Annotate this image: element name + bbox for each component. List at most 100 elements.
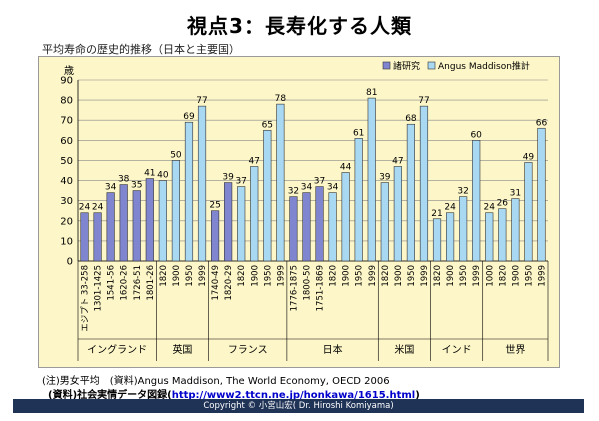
source-note: (注)男女平均 (資料)Angus Maddison, The World Ec… bbox=[42, 376, 390, 387]
data-label: 37 bbox=[235, 177, 246, 187]
x-tick-label: 1301-1425 bbox=[94, 265, 104, 311]
bar bbox=[406, 123, 416, 262]
source-note-2: (資料)社会実情データ図録(http://www2.ttcn.ne.jp/hon… bbox=[48, 386, 420, 401]
bar bbox=[171, 160, 181, 262]
x-tick-label: 1999 bbox=[198, 265, 208, 287]
data-label: 24 bbox=[444, 203, 456, 213]
data-label: 66 bbox=[536, 118, 548, 128]
y-tick-label: 70 bbox=[60, 116, 73, 127]
group-label: フランス bbox=[228, 344, 268, 356]
x-tick-label: 1900 bbox=[172, 265, 182, 287]
data-label: 24 bbox=[484, 203, 496, 213]
bar bbox=[224, 182, 233, 262]
bar bbox=[250, 166, 259, 262]
source-note-2-prefix: (資料)社会実情データ図録( bbox=[48, 390, 172, 401]
data-label: 26 bbox=[497, 199, 509, 209]
bar bbox=[537, 127, 546, 262]
data-label: 77 bbox=[196, 96, 207, 106]
data-label: 32 bbox=[288, 187, 299, 197]
data-label: 24 bbox=[92, 203, 104, 213]
x-tick-label: 1950 bbox=[355, 265, 365, 287]
bar bbox=[302, 192, 311, 262]
x-tick-label: 1900 bbox=[511, 265, 521, 287]
bar bbox=[80, 212, 89, 262]
legend-label: Angus Maddison推計 bbox=[438, 60, 530, 72]
bar bbox=[237, 186, 246, 262]
bar bbox=[158, 180, 167, 262]
y-tick-label: 40 bbox=[60, 176, 73, 187]
x-tick-label: 1541-56 bbox=[107, 265, 117, 301]
data-label: 81 bbox=[366, 88, 377, 98]
group-label: インド bbox=[442, 345, 472, 356]
x-tick-label: 1900 bbox=[394, 265, 404, 287]
bar bbox=[276, 103, 285, 262]
bar bbox=[93, 212, 102, 262]
bar bbox=[197, 105, 207, 262]
x-tick-label: 1820 bbox=[498, 265, 508, 287]
y-tick-label: 30 bbox=[60, 196, 73, 207]
data-label: 40 bbox=[157, 171, 169, 181]
data-label: 38 bbox=[118, 175, 130, 185]
y-tick-label: 60 bbox=[60, 136, 73, 147]
bar bbox=[354, 138, 363, 262]
data-label: 24 bbox=[79, 203, 91, 213]
y-tick-label: 90 bbox=[60, 76, 73, 87]
data-label: 50 bbox=[170, 150, 182, 160]
data-label: 25 bbox=[209, 201, 220, 211]
x-tick-label: 1950 bbox=[407, 265, 417, 287]
x-tick-label: 1999 bbox=[472, 265, 482, 287]
y-tick-label: 20 bbox=[60, 216, 73, 227]
bar bbox=[380, 182, 389, 262]
bar bbox=[472, 140, 481, 262]
x-tick-label: 1740-49 bbox=[211, 265, 221, 301]
data-label: 34 bbox=[327, 183, 339, 193]
bar bbox=[511, 198, 520, 262]
bar bbox=[445, 212, 455, 262]
data-label: 61 bbox=[353, 128, 364, 138]
data-label: 21 bbox=[431, 209, 442, 219]
x-tick-label: 1999 bbox=[276, 265, 286, 287]
data-label: 60 bbox=[470, 130, 482, 140]
x-tick-label: 1620-26 bbox=[120, 265, 130, 301]
x-tick-label: 1950 bbox=[459, 265, 469, 287]
data-label: 34 bbox=[301, 183, 313, 193]
x-tick-label: 1751-1869 bbox=[316, 265, 326, 311]
x-tick-label: 1820 bbox=[381, 265, 391, 287]
source-link[interactable]: http://www2.ttcn.ne.jp/honkawa/1615.html bbox=[171, 390, 416, 401]
y-tick-label: 80 bbox=[60, 96, 73, 107]
bar bbox=[419, 105, 429, 262]
x-tick-label: 1801-26 bbox=[146, 265, 156, 301]
bar bbox=[289, 196, 298, 262]
x-tick-label: 1999 bbox=[368, 265, 378, 287]
data-label: 34 bbox=[105, 183, 117, 193]
data-label: 68 bbox=[405, 114, 417, 124]
y-tick-label: 0 bbox=[67, 257, 73, 268]
chart-frame bbox=[38, 56, 560, 368]
x-tick-label: 1950 bbox=[524, 265, 534, 287]
x-tick-label: 1726-51 bbox=[133, 265, 143, 301]
bar bbox=[367, 97, 376, 262]
data-label: 37 bbox=[314, 177, 325, 187]
x-tick-label: 1900 bbox=[250, 265, 260, 287]
data-label: 39 bbox=[222, 173, 234, 183]
source-note-2-suffix: ) bbox=[415, 390, 420, 401]
data-label: 69 bbox=[183, 112, 195, 122]
y-axis-label: 歳 bbox=[64, 65, 74, 77]
x-tick-label: エジプト 33-258 bbox=[81, 265, 91, 332]
bar bbox=[328, 192, 337, 262]
x-tick-label: 1999 bbox=[420, 265, 430, 287]
group-label: 米国 bbox=[394, 343, 414, 356]
x-tick-label: 1800-50 bbox=[302, 265, 312, 301]
x-tick-label: 1999 bbox=[537, 265, 547, 287]
bar bbox=[432, 218, 442, 262]
x-tick-label: 1900 bbox=[342, 265, 352, 287]
x-tick-label: 1000 bbox=[485, 265, 495, 287]
data-label: 44 bbox=[340, 163, 352, 173]
x-tick-label: 1950 bbox=[263, 265, 273, 287]
bar bbox=[393, 166, 402, 262]
data-label: 47 bbox=[249, 156, 260, 166]
bar bbox=[315, 186, 324, 262]
group-label: 日本 bbox=[323, 343, 343, 356]
data-label: 41 bbox=[144, 169, 155, 179]
data-label: 65 bbox=[262, 120, 273, 130]
